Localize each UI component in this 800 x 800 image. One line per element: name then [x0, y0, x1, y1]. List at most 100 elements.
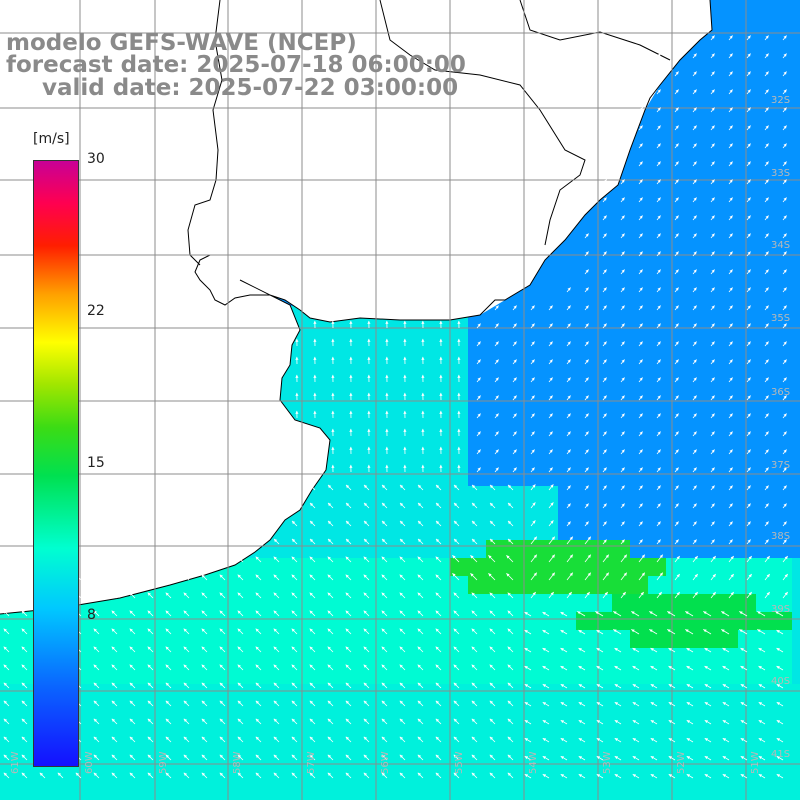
wind-arrow-head — [457, 392, 461, 396]
field-cell — [612, 288, 631, 307]
field-cell — [792, 486, 800, 505]
wind-arrow-head — [549, 341, 553, 345]
field-cell — [414, 630, 433, 649]
field-cell — [756, 792, 775, 800]
wind-arrow-head — [711, 377, 715, 381]
wind-arrow-head — [704, 648, 708, 651]
wind-arrow-head — [614, 756, 619, 760]
wind-arrow-head — [729, 143, 733, 147]
field-cell — [432, 486, 451, 505]
wind-arrow-head — [783, 125, 787, 129]
wind-arrow-head — [129, 556, 133, 560]
wind-arrow-head — [237, 574, 241, 578]
field-cell — [702, 432, 721, 451]
wind-arrow-head — [328, 538, 332, 543]
field-cell — [414, 594, 433, 613]
field-cell — [702, 72, 721, 91]
field-cell — [432, 738, 451, 757]
wind-arrow-head — [722, 702, 727, 706]
wind-arrow-head — [295, 374, 299, 378]
field-cell — [126, 666, 145, 685]
wind-arrow-head — [471, 664, 475, 668]
field-cell — [72, 774, 91, 793]
wind-arrow-head — [367, 446, 371, 450]
wind-arrow-head — [75, 772, 80, 776]
field-cell — [738, 162, 757, 181]
wind-arrow-head — [237, 664, 241, 668]
wind-arrow-head — [291, 700, 296, 704]
wind-arrow-head — [747, 215, 751, 219]
field-cell — [702, 126, 721, 145]
wind-arrow-head — [776, 630, 780, 633]
field-cell — [414, 342, 433, 361]
wind-arrow-head — [331, 374, 335, 378]
wind-arrow-head — [639, 161, 643, 165]
wind-arrow-head — [614, 684, 619, 688]
field-cell — [594, 234, 613, 253]
wind-arrow-head — [202, 538, 206, 543]
field-cell — [468, 576, 487, 595]
wind-arrow-head — [603, 323, 607, 327]
field-cell — [684, 792, 703, 800]
field-cell — [324, 342, 343, 361]
wind-arrow-head — [495, 359, 499, 363]
wind-arrow-head — [766, 574, 770, 578]
field-cell — [378, 540, 397, 559]
wind-arrow-head — [363, 736, 368, 740]
wind-arrow-head — [507, 664, 511, 668]
wind-arrow-head — [549, 467, 553, 471]
wind-arrow-head — [454, 484, 458, 489]
wind-arrow-head — [621, 179, 625, 183]
field-cell — [342, 702, 361, 721]
field-cell — [666, 702, 685, 721]
wind-arrow-head — [364, 502, 368, 507]
field-cell — [702, 360, 721, 379]
field-cell — [666, 360, 685, 379]
field-cell — [558, 414, 577, 433]
wind-arrow-head — [675, 233, 679, 237]
field-cell — [666, 288, 685, 307]
wind-arrow-head — [237, 556, 241, 560]
wind-arrow-head — [686, 720, 691, 724]
field-cell — [792, 414, 800, 433]
wind-arrow-head — [470, 573, 474, 577]
field-cell — [720, 630, 739, 649]
field-cell — [774, 666, 793, 685]
wind-arrow-head — [668, 648, 672, 651]
wind-arrow-head — [421, 464, 425, 468]
field-cell — [648, 198, 667, 217]
field-cell — [324, 450, 343, 469]
field-cell — [756, 756, 775, 775]
wind-arrow-head — [729, 215, 733, 219]
wind-arrow-head — [675, 341, 679, 345]
field-cell — [576, 288, 595, 307]
wind-arrow-head — [453, 610, 457, 614]
wind-arrow-head — [403, 302, 407, 306]
field-cell — [774, 720, 793, 739]
field-cell — [774, 648, 793, 667]
field-cell — [414, 666, 433, 685]
wind-arrow-head — [220, 538, 224, 543]
field-cell — [558, 378, 577, 397]
field-cell — [738, 648, 757, 667]
field-cell — [738, 792, 757, 800]
wind-arrow-head — [472, 538, 476, 543]
field-cell — [774, 576, 793, 595]
field-cell — [126, 594, 145, 613]
wind-arrow-head — [292, 484, 296, 489]
field-cell — [288, 648, 307, 667]
field-cell — [450, 756, 469, 775]
field-cell — [306, 576, 325, 595]
wind-arrow-head — [165, 628, 169, 632]
field-cell — [648, 342, 667, 361]
wind-arrow-head — [740, 756, 745, 760]
field-cell — [576, 774, 595, 793]
wind-arrow-head — [542, 756, 547, 760]
field-cell — [468, 792, 487, 800]
field-cell — [774, 252, 793, 271]
field-cell — [540, 738, 559, 757]
wind-arrow-head — [439, 464, 443, 468]
field-cell — [630, 468, 649, 487]
wind-arrow-head — [747, 179, 751, 183]
wind-arrow-head — [313, 446, 317, 450]
